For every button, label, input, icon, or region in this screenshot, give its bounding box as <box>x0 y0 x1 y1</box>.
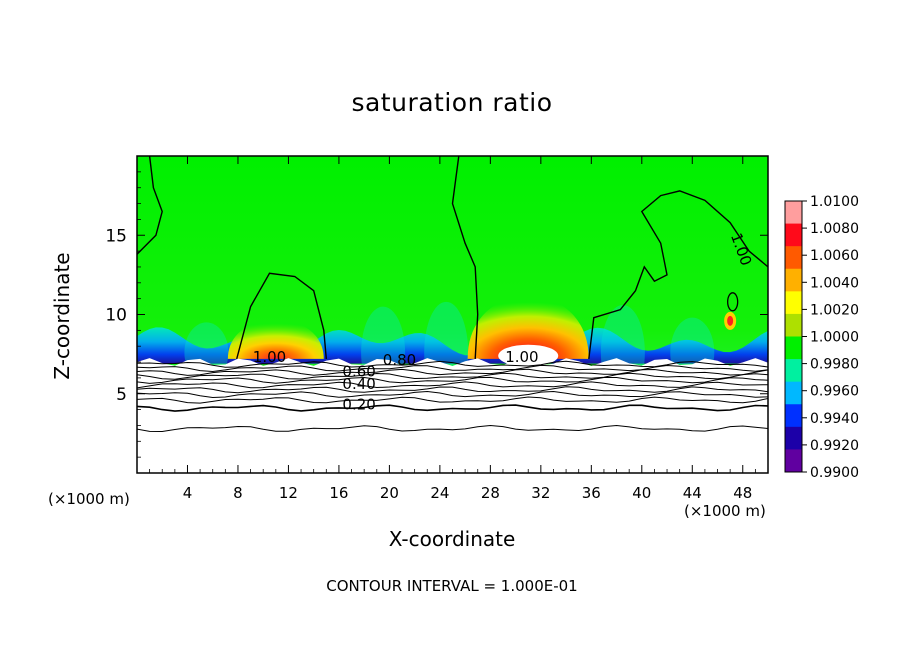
colorbar-label-8: 0.9940 <box>810 411 859 427</box>
contour-label-5: 1.00 <box>505 348 538 366</box>
x-tick-label-9: 40 <box>632 484 651 502</box>
x-tick-label-10: 44 <box>683 484 702 502</box>
ground-region <box>137 358 768 473</box>
colorbar-segment-10 <box>785 426 802 450</box>
contour-label-1: 0.80 <box>383 351 416 369</box>
colorbar-segment-0 <box>785 201 802 225</box>
contour-label-0: 1.00 <box>253 348 286 366</box>
x-tick-label-5: 24 <box>430 484 449 502</box>
colorbar-segment-4 <box>785 291 802 315</box>
isoline-2 <box>137 368 768 376</box>
plume-1 <box>467 295 589 359</box>
contour-1-00-2 <box>451 156 479 359</box>
x-tick-label-2: 12 <box>279 484 298 502</box>
y-tick-label-0: 5 <box>116 385 127 405</box>
x-tick-label-1: 8 <box>233 484 243 502</box>
colorbar-segment-8 <box>785 381 802 405</box>
plume-core-2 <box>727 315 734 326</box>
colorbar-segment-9 <box>785 404 802 428</box>
x-tick-label-11: 48 <box>733 484 752 502</box>
isoline-8 <box>137 396 768 404</box>
isoline-7 <box>137 390 768 399</box>
isoline-6 <box>137 386 768 394</box>
x-unit-label-left: (×1000 m) <box>48 490 130 508</box>
isoline-4 <box>137 376 768 384</box>
contour-label-3: 0.40 <box>342 375 375 393</box>
colorbar-label-9: 0.9920 <box>810 438 859 454</box>
plume-0 <box>227 319 324 359</box>
colorbar-label-5: 1.0000 <box>810 330 859 346</box>
colorbar-label-1: 1.0080 <box>810 221 859 237</box>
x-tick-label-3: 16 <box>329 484 348 502</box>
x-axis-label: X-coordinate <box>388 527 516 551</box>
x-tick-label-8: 36 <box>582 484 601 502</box>
colorbar-label-6: 0.9980 <box>810 357 859 373</box>
x-tick-label-7: 32 <box>531 484 550 502</box>
colorbar-segment-1 <box>785 223 802 247</box>
x-unit-label-right: (×1000 m) <box>684 502 766 520</box>
isoline-1 <box>137 364 768 373</box>
contour-1-00-0 <box>137 156 163 255</box>
colorbar-segment-5 <box>785 313 802 337</box>
colorbar-segment-3 <box>785 268 802 292</box>
colorbar-label-4: 1.0020 <box>810 302 859 318</box>
x-tick-label-6: 28 <box>481 484 500 502</box>
colorbar-label-0: 1.0100 <box>810 194 859 210</box>
colorbar-segment-11 <box>785 449 802 473</box>
contour-interval-note: CONTOUR INTERVAL = 1.000E-01 <box>326 577 578 595</box>
colorbar-segment-7 <box>785 359 802 383</box>
x-tick-label-4: 20 <box>380 484 399 502</box>
x-tick-label-0: 4 <box>183 484 193 502</box>
contour-1-00-1 <box>236 272 327 360</box>
isoline-10 <box>137 424 768 433</box>
colorbar-label-3: 1.0040 <box>810 275 859 291</box>
isoline-3 <box>137 372 768 380</box>
isoline-9 <box>137 404 768 412</box>
chart-title: saturation ratio <box>351 88 553 117</box>
colorbar-label-7: 0.9960 <box>810 384 859 400</box>
colorbar-segment-6 <box>785 336 802 360</box>
contour-1-00-3 <box>588 190 768 359</box>
colorbar-label-2: 1.0060 <box>810 248 859 264</box>
contour-loop <box>727 292 739 312</box>
contour-label-4: 0.20 <box>342 396 375 414</box>
y-tick-label-1: 10 <box>105 306 127 326</box>
colorbar-segment-2 <box>785 246 802 270</box>
y-tick-label-2: 15 <box>105 226 127 246</box>
isoline-0 <box>137 360 768 368</box>
contour-label-2: 0.60 <box>342 362 375 380</box>
colorbar-label-10: 0.9900 <box>810 465 859 481</box>
isoline-5 <box>137 381 768 389</box>
